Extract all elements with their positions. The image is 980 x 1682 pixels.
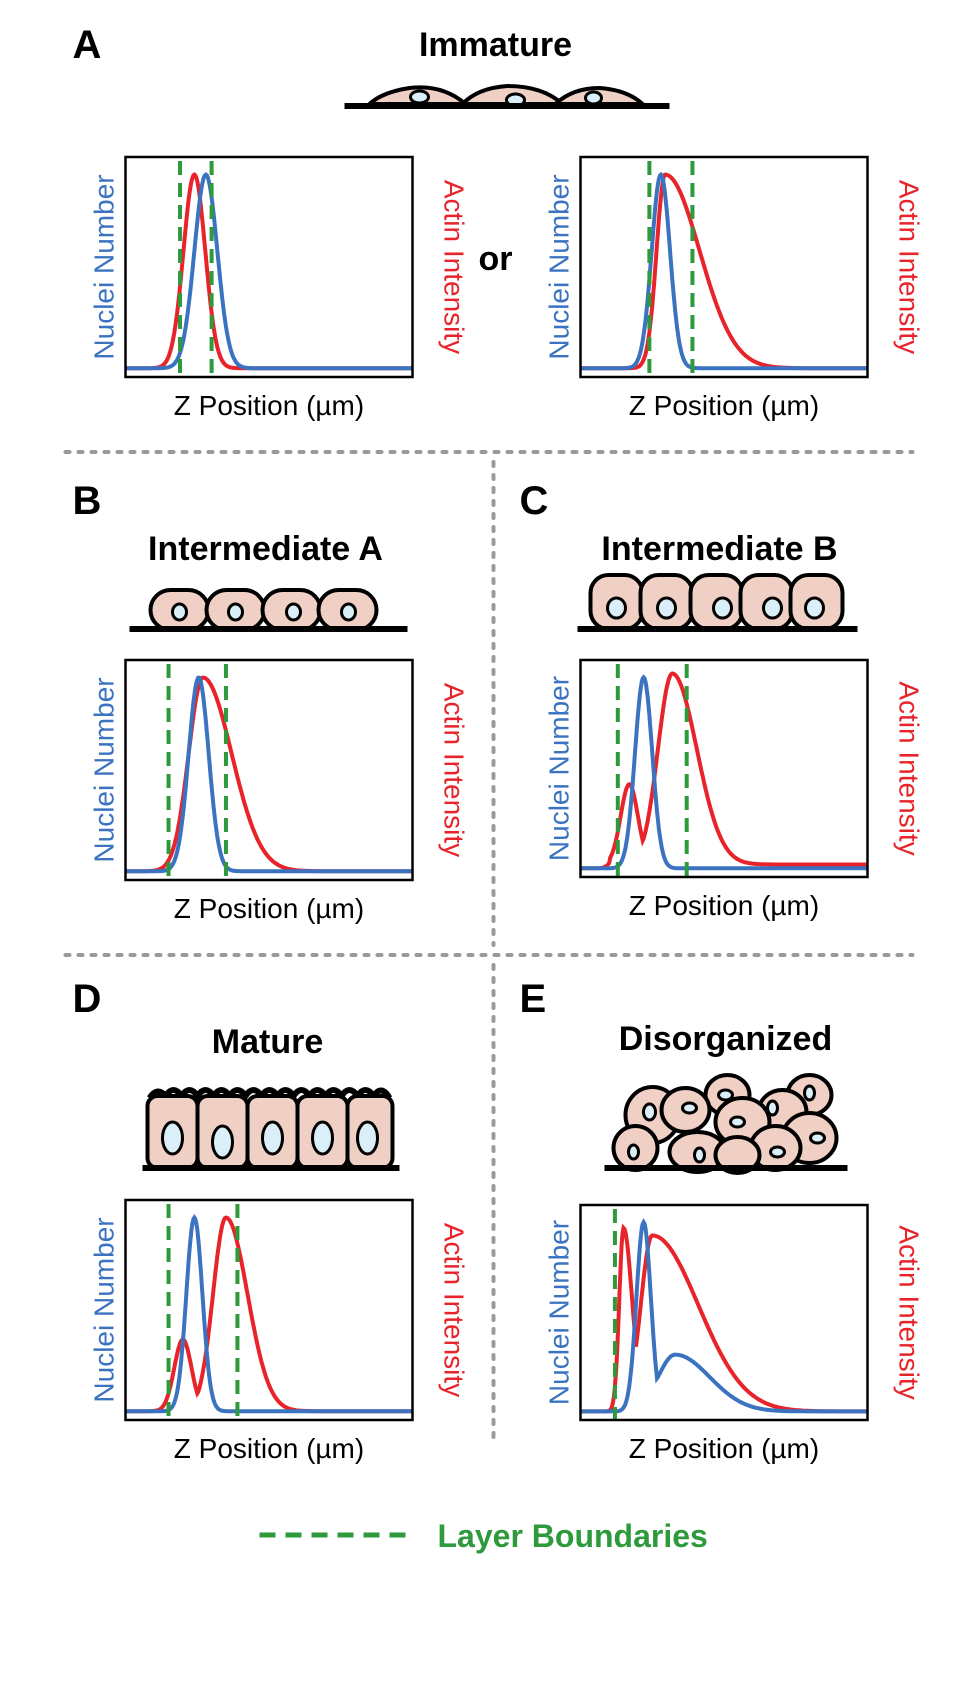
y-axis-label: Nuclei Number [544, 174, 575, 359]
panel-letter: A [73, 23, 102, 67]
y-axis-label: Nuclei Number [544, 676, 575, 861]
plot-frame [579, 1203, 869, 1422]
plot: Nuclei Number Actin Intensity Z Position (… [89, 658, 470, 924]
panel-letter: B [73, 479, 102, 523]
x-axis-label: Z Position (µm) [174, 390, 364, 421]
cells-immature [344, 83, 670, 109]
nuclei-curve [125, 172, 413, 371]
y-axis-label: Nuclei Number [89, 677, 120, 862]
plot: Nuclei Number Actin Intensity Z Position (… [544, 658, 925, 921]
actin-curve [580, 671, 868, 871]
nuclei-curve [580, 1218, 868, 1414]
nuclei-curve [580, 674, 868, 871]
plot: Nuclei Number Actin Intensity Z Position (… [89, 1198, 470, 1464]
panel-title: Mature [212, 1023, 323, 1061]
y2-axis-label: Actin Intensity [894, 681, 925, 855]
actin-curve [125, 172, 413, 371]
y-axis-label: Nuclei Number [89, 174, 120, 359]
panel-letter: E [520, 977, 547, 1021]
panel-letter: D [73, 977, 102, 1021]
y2-axis-label: Actin Intensity [894, 1225, 925, 1399]
actin-curve [580, 172, 868, 371]
actin-curve [580, 1223, 868, 1414]
plot-frame [579, 658, 869, 879]
cells-intermediate-a [129, 588, 408, 632]
panel-title: Intermediate B [601, 530, 837, 568]
y2-axis-label: Actin Intensity [439, 683, 470, 857]
y2-axis-label: Actin Intensity [894, 180, 925, 354]
cells-mature [142, 1087, 400, 1171]
panel-title: Disorganized [619, 1020, 832, 1058]
x-axis-label: Z Position (µm) [629, 1433, 819, 1464]
x-axis-label: Z Position (µm) [629, 890, 819, 921]
plot-frame [124, 658, 414, 882]
x-axis-label: Z Position (µm) [629, 390, 819, 421]
panel-title: Immature [419, 26, 572, 64]
legend-label: Layer Boundaries [438, 1518, 708, 1554]
x-axis-label: Z Position (µm) [174, 1433, 364, 1464]
x-axis-label: Z Position (µm) [174, 893, 364, 924]
plot-frame [579, 155, 869, 379]
plot-frame [124, 155, 414, 379]
conjunction: or [479, 240, 513, 278]
nuclei-curve [580, 171, 868, 371]
y-axis-label: Nuclei Number [544, 1220, 575, 1405]
panel-title: Intermediate A [148, 530, 383, 568]
nuclei-curve [125, 1214, 413, 1414]
cells-intermediate-b [577, 573, 858, 632]
nuclei-curve [125, 675, 413, 874]
plot: Nuclei Number Actin Intensity Z Position (… [544, 155, 925, 421]
plot-frame [124, 1198, 414, 1422]
plot: Nuclei Number Actin Intensity Z Position (… [89, 155, 470, 421]
y-axis-label: Nuclei Number [89, 1217, 120, 1402]
y2-axis-label: Actin Intensity [439, 1223, 470, 1397]
plot: Nuclei Number Actin Intensity Z Position (… [544, 1203, 925, 1464]
y2-axis-label: Actin Intensity [439, 180, 470, 354]
panel-letter: C [520, 479, 549, 523]
cells-disorganized [604, 1073, 848, 1175]
